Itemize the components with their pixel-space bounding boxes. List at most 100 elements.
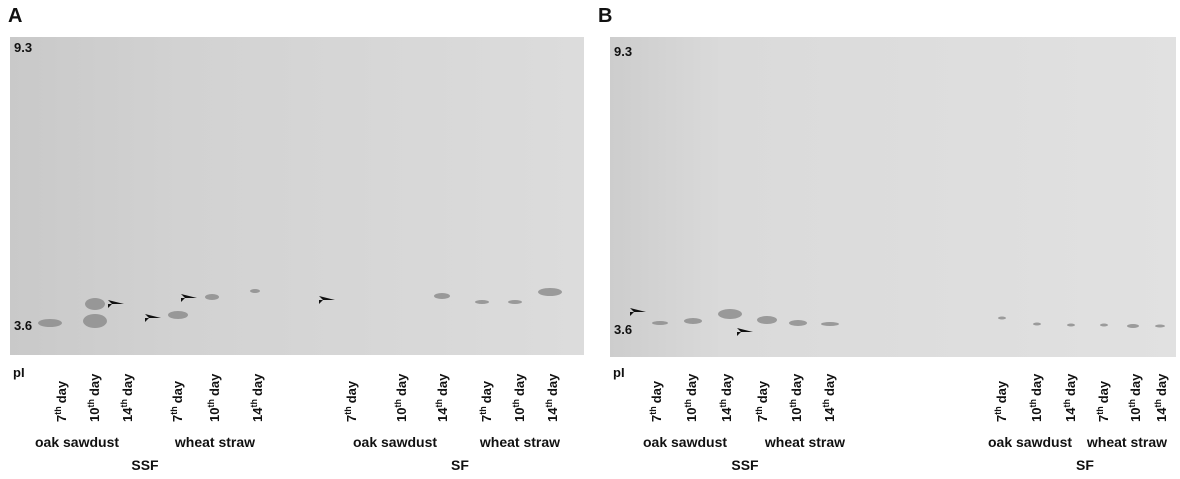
lane-day-number: 7 [649,415,664,422]
lane-label: 10th day [393,373,409,422]
pi-marker: 9.3 [14,40,32,55]
lane-label: 10th day [86,373,102,422]
lane-superscript: th [1095,406,1105,415]
group-label: SSF [731,457,759,473]
lane-label: 14th day [1153,373,1169,422]
lane-word: day [822,373,837,396]
lane-superscript: th [249,399,259,408]
lane-word: day [1154,373,1169,396]
arrowheads [108,294,753,336]
lane-word: day [545,373,560,396]
lane-superscript: th [1028,399,1038,408]
lane-day-number: 7 [1096,415,1111,422]
lane-day-number: 7 [344,415,359,422]
lane-superscript: th [754,406,764,415]
lane-superscript: th [1062,399,1072,408]
lane-superscript: th [343,406,353,415]
lane-superscript: th [1153,399,1163,408]
lane-day-number: 10 [1128,408,1143,422]
lane-day-number: 7 [994,415,1009,422]
lane-word: day [994,380,1009,403]
lane-word: day [479,380,494,403]
lane-label: 7th day [169,380,185,422]
pi-label: pI [13,365,25,380]
lane-label: 7th day [754,380,770,422]
lane-superscript: th [683,399,693,408]
lane-word: day [1096,380,1111,403]
lane-superscript: th [648,406,658,415]
lane-label: 7th day [343,380,359,422]
lane-day-number: 14 [250,407,265,422]
panel-label: A [8,5,22,27]
lane-label: 7th day [478,380,494,422]
lane-superscript: th [544,399,554,408]
lane-word: day [120,373,135,396]
substrate-label: wheat straw [764,434,845,450]
lane-word: day [1063,373,1078,396]
lane-word: day [755,380,770,403]
group-label: SSF [131,457,159,473]
lane-word: day [435,373,450,396]
lane-superscript: th [718,399,728,408]
lane-word: day [789,373,804,396]
lane-word: day [170,380,185,403]
lane-word: day [394,373,409,396]
lane-superscript: th [478,406,488,415]
lane-label: 10th day [683,373,699,422]
lane-day-number: 7 [170,415,185,422]
lane-day-number: 10 [684,408,699,422]
lane-word: day [1128,373,1143,396]
gel-spots [38,288,1165,328]
lane-label: 14th day [434,373,450,422]
lane-label: 10th day [1028,373,1044,422]
lane-label: 14th day [544,373,560,422]
lane-label: 7th day [993,380,1009,422]
group-label: SF [451,457,469,473]
lane-superscript: th [206,399,216,408]
lane-label: 14th day [821,373,837,422]
lane-label: 10th day [206,373,222,422]
lane-label: 7th day [53,380,69,422]
panel-label: B [598,5,612,27]
lane-superscript: th [434,399,444,408]
lane-day-number: 10 [512,408,527,422]
lane-superscript: th [1127,399,1137,408]
pi-marker: 9.3 [614,44,632,59]
lane-superscript: th [86,399,96,408]
lane-superscript: th [393,399,403,408]
lane-day-number: 14 [822,407,837,422]
gel-image [610,37,1176,357]
substrate-label: oak sawdust [353,434,437,450]
group-label: SF [1076,457,1094,473]
substrate-label: oak sawdust [988,434,1072,450]
lane-day-number: 10 [87,408,102,422]
lane-day-number: 10 [394,408,409,422]
lane-word: day [207,373,222,396]
lane-label: 10th day [1127,373,1143,422]
lane-day-number: 14 [1154,407,1169,422]
lane-word: day [87,373,102,396]
lane-day-number: 7 [479,415,494,422]
lane-word: day [684,373,699,396]
lane-word: day [54,380,69,403]
lane-label: 7th day [648,380,664,422]
lane-day-number: 14 [120,407,135,422]
pi-marker: 3.6 [614,322,632,337]
lane-day-number: 7 [755,415,770,422]
lane-word: day [250,373,265,396]
substrate-label: wheat straw [479,434,560,450]
lane-word: day [512,373,527,396]
pi-marker: 3.6 [14,318,32,333]
lane-day-number: 14 [435,407,450,422]
lane-day-number: 14 [545,407,560,422]
lane-word: day [649,380,664,403]
substrate-label: oak sawdust [643,434,727,450]
lane-label: 14th day [1062,373,1078,422]
substrate-label: wheat straw [174,434,255,450]
lane-label: 10th day [511,373,527,422]
lane-word: day [1029,373,1044,396]
lane-label: 10th day [788,373,804,422]
lane-word: day [344,380,359,403]
lane-superscript: th [788,399,798,408]
